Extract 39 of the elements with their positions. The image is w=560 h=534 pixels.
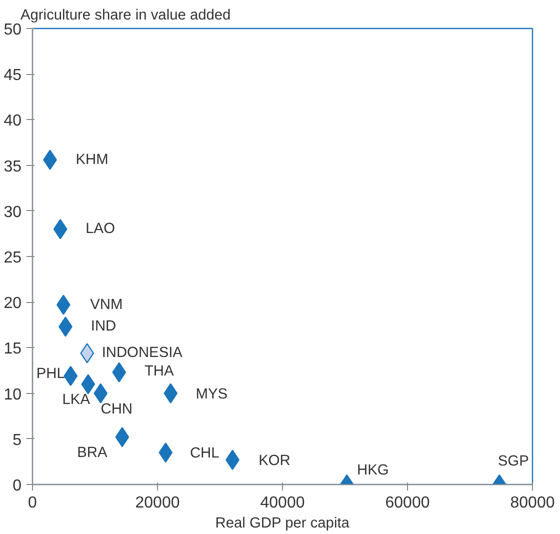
x-tick-label: 0: [28, 494, 38, 512]
y-tick-label: 45: [4, 67, 22, 84]
y-tick-label: 30: [4, 204, 22, 221]
y-tick-label: 0: [12, 478, 22, 494]
point: [81, 374, 96, 394]
y-tick-label: 50: [4, 22, 22, 38]
x-axis-title: Real GDP per capita: [215, 516, 350, 532]
point: [80, 343, 94, 364]
annotation: THA: [144, 363, 174, 380]
annotation: PHL: [36, 366, 65, 382]
annotation: VNM: [90, 296, 123, 313]
annotation: LAO: [86, 221, 115, 238]
annotation: HKG: [356, 462, 389, 478]
y-tick-label: 35: [4, 158, 22, 176]
point: [53, 219, 68, 240]
point: [164, 383, 178, 404]
annotation: INDONESIA: [102, 345, 183, 362]
point: [112, 362, 126, 382]
annotation: LKA: [62, 392, 90, 408]
annotation: CHN: [100, 401, 133, 418]
y-tick-label: 15: [4, 340, 22, 358]
annotation: SGP: [498, 454, 529, 470]
annotation: MYS: [196, 386, 228, 402]
y-tick-label: 10: [4, 386, 22, 404]
x-tick-label: 80000: [510, 494, 555, 512]
y-tick-label: 40: [4, 112, 22, 130]
annotation: IND: [90, 318, 116, 335]
annotation: KHM: [76, 152, 108, 168]
y-tick-label: 5: [12, 432, 22, 449]
x-tick-label: 60000: [385, 494, 430, 512]
annotation: BRA: [77, 445, 108, 462]
x-tick-label: 20000: [135, 494, 180, 512]
annotation: KOR: [258, 452, 290, 469]
y-tick-label: 20: [4, 295, 22, 312]
annotation: CHL: [190, 446, 220, 462]
y-tick-label: 25: [4, 250, 22, 266]
x-tick-label: 40000: [260, 494, 305, 512]
point: [94, 383, 108, 404]
y-axis-title: Agriculture share in value added: [20, 8, 231, 24]
